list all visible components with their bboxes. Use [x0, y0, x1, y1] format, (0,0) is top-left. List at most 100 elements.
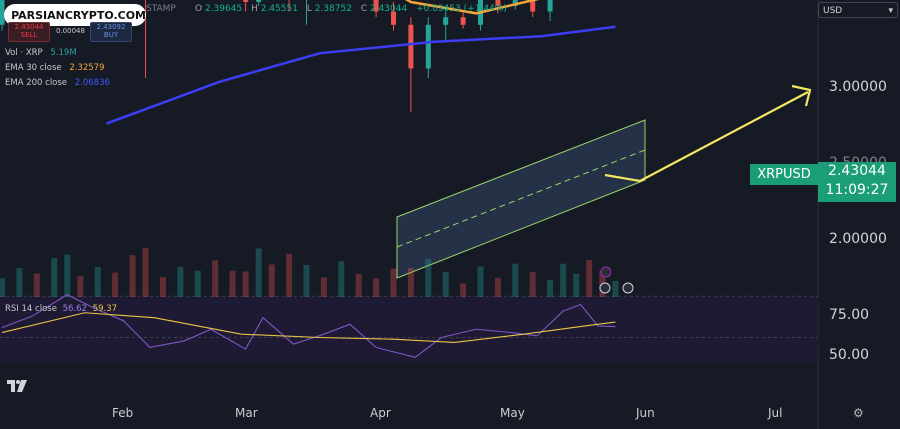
volume-bar: [212, 260, 219, 297]
ema200-value: 2.06836: [74, 78, 110, 88]
candle: [0, 0, 5, 25]
volume-bar: [94, 266, 101, 297]
volume-bar: [33, 273, 40, 297]
spread-value: 0.00048: [56, 27, 85, 35]
volume-bar: [51, 257, 58, 297]
close-label: C: [360, 4, 368, 14]
rsi-legend[interactable]: RSI 14 close 56.62 59.37: [5, 304, 117, 314]
candle: [530, 0, 536, 12]
volume-value: 5.19M: [50, 48, 77, 58]
x-tick-label: Jun: [636, 406, 655, 420]
lightning-icon: [600, 266, 612, 278]
ohlc-readout: O 2.39645 H 2.45551 L 2.38752 C 2.43044 …: [195, 4, 513, 14]
y-tick-label: 3.00000: [829, 79, 887, 95]
ema30-legend[interactable]: EMA 30 close 2.32579: [5, 63, 107, 73]
volume-bar: [229, 270, 236, 297]
volume-bar: [355, 273, 362, 297]
low-label: L: [306, 4, 312, 14]
volume-bar: [494, 277, 501, 297]
sell-price: 2.43044: [14, 23, 44, 31]
buy-label: BUY: [103, 31, 119, 39]
volume-bar: [64, 254, 71, 297]
rsi-label: RSI 14 close: [5, 304, 57, 314]
candle: [443, 17, 449, 25]
rsi-ma-line: [1, 312, 616, 344]
ema200-line: [105, 25, 616, 125]
flag-icon: [622, 282, 634, 294]
buy-price: 2.43092: [96, 23, 126, 31]
high-value: 2.45551: [260, 4, 298, 14]
volume-bar: [512, 263, 519, 297]
low-value: 2.38752: [314, 4, 352, 14]
bar-countdown: 11:09:27: [825, 182, 889, 198]
volume-bar: [112, 272, 119, 297]
ema30-line: [404, 0, 540, 15]
ema200-legend[interactable]: EMA 200 close 2.06836: [5, 78, 112, 88]
candle: [391, 11, 396, 25]
candle: [243, 0, 249, 2]
x-tick-label: Mar: [235, 406, 258, 420]
rsi-y-tick-label: 50.00: [829, 347, 870, 363]
volume-bar: [560, 263, 567, 297]
ema30-value: 2.32579: [69, 63, 105, 73]
volume-bar: [442, 271, 449, 297]
candle: [373, 0, 379, 12]
volume-bar: [407, 268, 414, 297]
y-tick-label: 2.00000: [829, 231, 887, 247]
x-tick-label: Feb: [112, 406, 134, 420]
change-value: +0.03453 (+1.44%): [416, 4, 507, 14]
volume-bar: [338, 261, 345, 297]
candle: [425, 24, 431, 69]
currency-select[interactable]: USD ▾: [818, 2, 898, 18]
volume-bar: [303, 265, 310, 297]
open-value: 2.39645: [204, 4, 243, 14]
candle: [495, 0, 501, 6]
brand-logo[interactable]: PARSIANCRYPTO.COM: [4, 4, 146, 26]
sell-label: SELL: [20, 31, 38, 39]
volume-bar: [129, 255, 136, 297]
volume-bar: [159, 277, 166, 297]
volume-bar: [77, 276, 84, 297]
rsi-line: [1, 293, 616, 358]
settings-icon[interactable]: ⚙: [853, 406, 864, 420]
volume-bar: [0, 278, 5, 297]
candle: [408, 24, 414, 69]
volume-bar: [16, 268, 23, 297]
volume-bar: [142, 248, 149, 297]
symbol-tag: XRPUSD: [750, 164, 818, 185]
projection-arrow-head: [791, 84, 812, 107]
sell-button[interactable]: 2.43044 SELL: [8, 22, 50, 42]
buy-button[interactable]: 2.43092 BUY: [90, 22, 132, 42]
ema200-label: EMA 200 close: [5, 78, 68, 88]
rsi-y-tick-label: 75.00: [829, 307, 870, 323]
candle: [547, 0, 553, 12]
x-tick-label: Apr: [370, 406, 391, 420]
candle: [256, 0, 262, 2]
volume-bar: [286, 253, 293, 297]
volume-bar: [586, 260, 593, 297]
x-tick-label: May: [500, 406, 525, 420]
tradingview-logo-icon[interactable]: [6, 377, 28, 393]
volume-bar: [612, 280, 619, 297]
channel-midline: [396, 149, 646, 248]
volume-bar: [255, 248, 262, 297]
volume-bar: [268, 264, 275, 297]
high-label: H: [251, 4, 258, 14]
candle: [512, 0, 518, 6]
volume-bar: [547, 279, 554, 297]
volume-label: Vol · XRP: [5, 48, 43, 58]
currency-select-value: USD: [823, 6, 843, 16]
volume-bar: [194, 270, 201, 297]
volume-bar: [573, 273, 580, 297]
exchange-name: STAMP: [146, 4, 176, 14]
volume-legend[interactable]: Vol · XRP 5.19M: [5, 48, 79, 58]
last-price: 2.43044: [828, 163, 886, 179]
volume-bar: [373, 278, 380, 297]
volume-bar: [529, 272, 536, 297]
volume-bar: [425, 259, 432, 297]
chevron-down-icon: ▾: [888, 6, 893, 16]
last-price-tag: 2.43044 11:09:27: [818, 162, 896, 202]
rsi-value: 56.62: [62, 304, 87, 314]
volume-bar: [320, 277, 327, 297]
